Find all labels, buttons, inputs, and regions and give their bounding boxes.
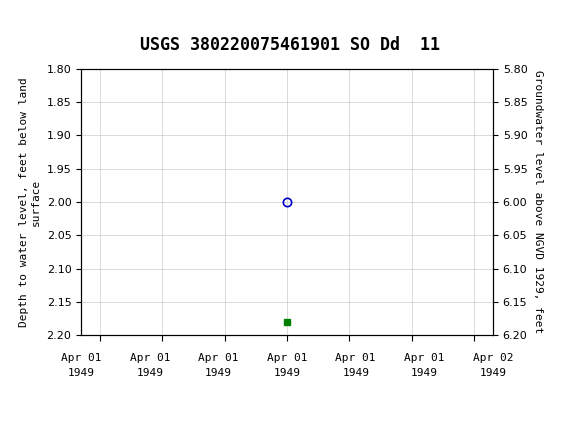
Text: Apr 01: Apr 01 xyxy=(404,353,445,362)
Text: Apr 02: Apr 02 xyxy=(473,353,513,362)
Text: 1949: 1949 xyxy=(205,368,232,378)
Y-axis label: Groundwater level above NGVD 1929, feet: Groundwater level above NGVD 1929, feet xyxy=(533,71,543,334)
Text: Apr 01: Apr 01 xyxy=(198,353,239,362)
Text: USGS: USGS xyxy=(42,12,106,33)
Text: USGS 380220075461901 SO Dd  11: USGS 380220075461901 SO Dd 11 xyxy=(140,36,440,54)
Text: 1949: 1949 xyxy=(480,368,506,378)
Text: 1949: 1949 xyxy=(136,368,164,378)
Y-axis label: Depth to water level, feet below land
surface: Depth to water level, feet below land su… xyxy=(20,77,41,327)
Text: Apr 01: Apr 01 xyxy=(61,353,102,362)
Text: 1949: 1949 xyxy=(68,368,95,378)
Text: Apr 01: Apr 01 xyxy=(335,353,376,362)
Text: 1949: 1949 xyxy=(411,368,438,378)
Text: 1949: 1949 xyxy=(274,368,300,378)
Text: 1949: 1949 xyxy=(342,368,369,378)
Text: Apr 01: Apr 01 xyxy=(129,353,170,362)
Text: Apr 01: Apr 01 xyxy=(267,353,307,362)
